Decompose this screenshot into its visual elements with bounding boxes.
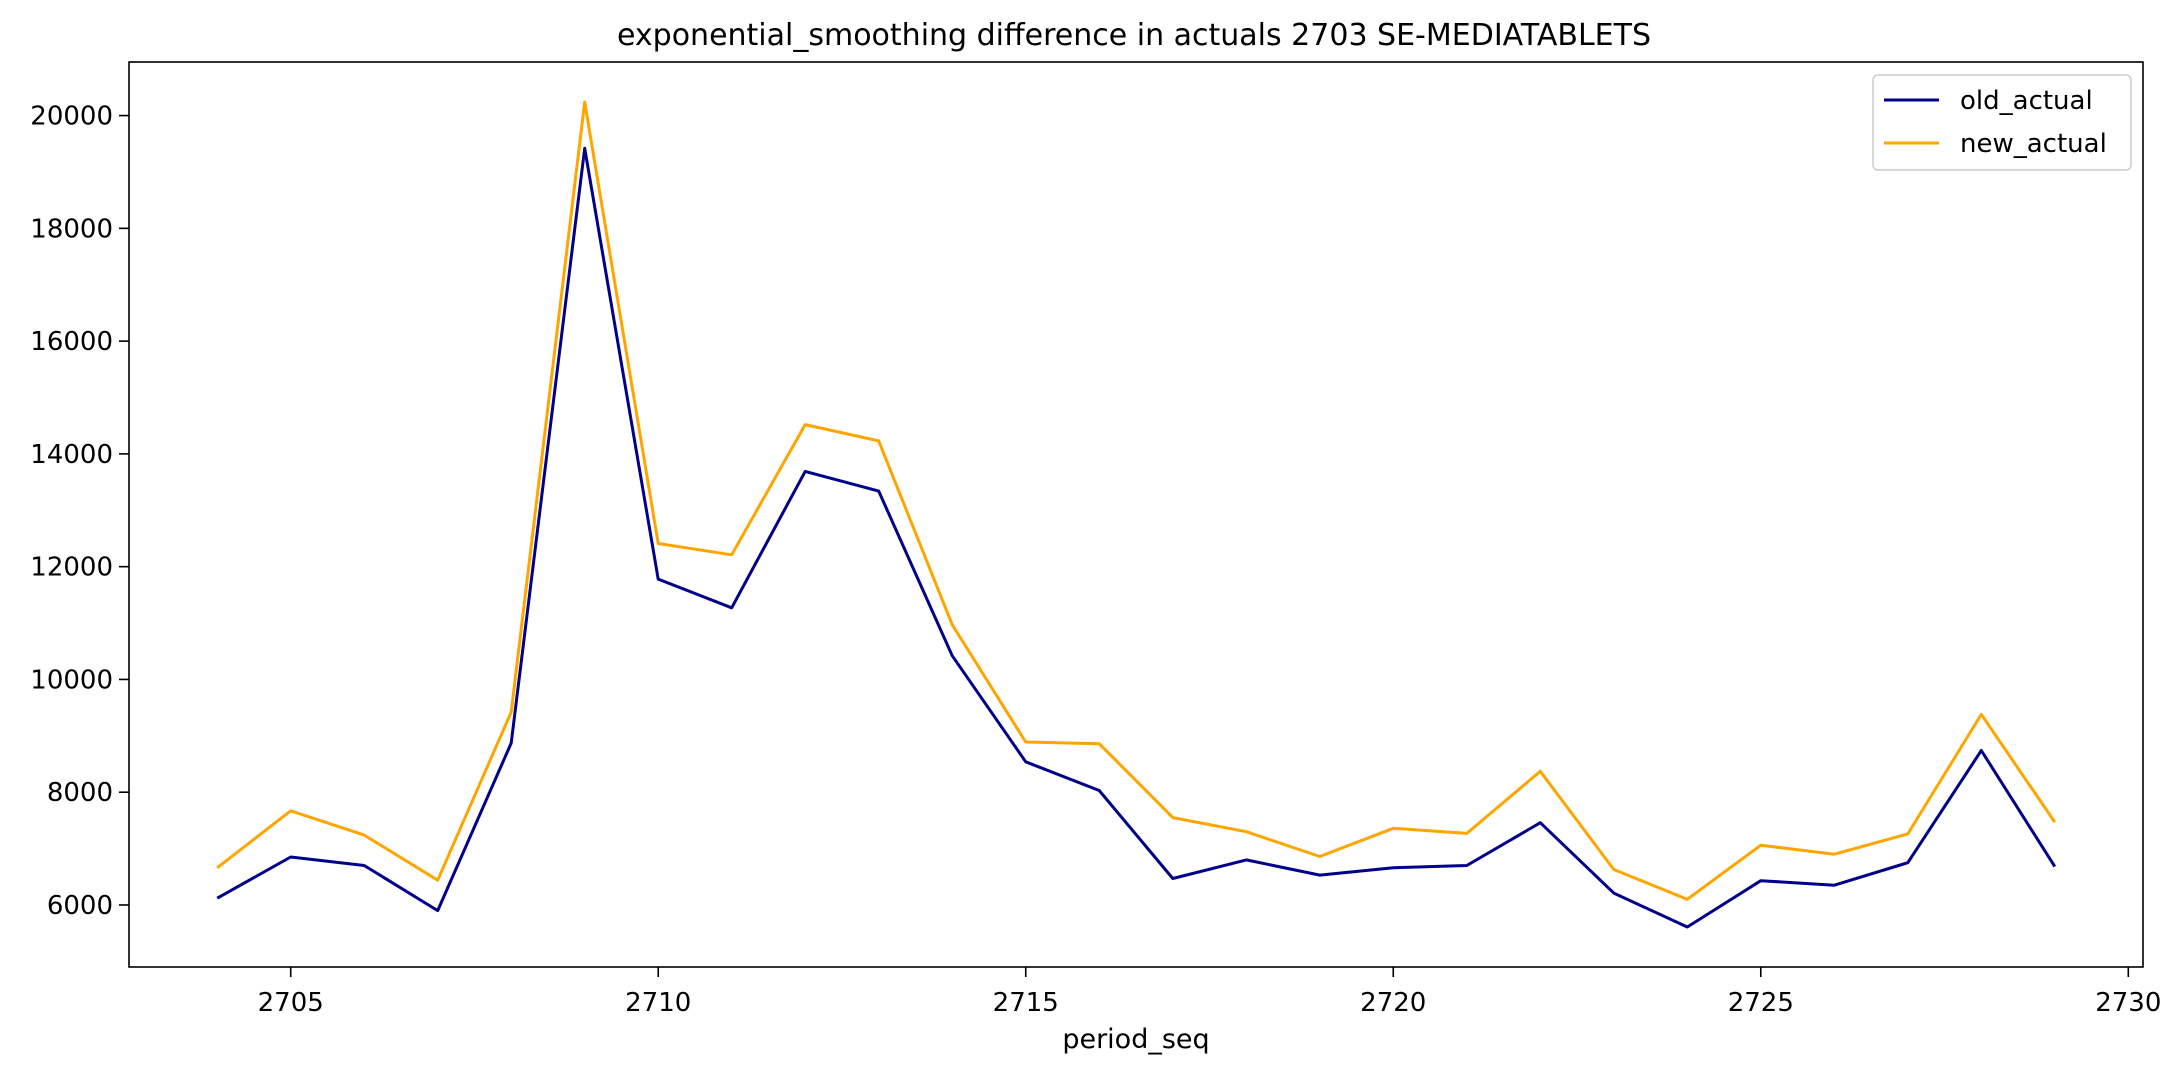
legend-label-new-actual: new_actual [1960,129,2107,159]
y-tick-label-12000: 12000 [30,553,113,583]
chart-title: exponential_smoothing difference in actu… [617,18,1651,53]
y-tick-label-14000: 14000 [30,440,113,470]
x-tick-label-2705: 2705 [258,988,324,1018]
legend: old_actual new_actual [1872,74,2132,171]
plot-area-frame [128,61,2144,968]
y-tick-label-18000: 18000 [30,214,113,244]
legend-label-old-actual: old_actual [1960,86,2093,116]
x-axis-title: period_seq [1062,1024,1209,1055]
x-tick-label-2720: 2720 [1360,988,1426,1018]
y-tick-label-20000: 20000 [30,102,113,132]
x-tick-label-2715: 2715 [993,988,1059,1018]
series-line-new-actual [216,100,2057,901]
x-axis: 2705 2710 2715 2720 2725 2730 [258,967,2161,1018]
x-tick-label-2710: 2710 [625,988,691,1018]
y-axis: 6000 8000 10000 12000 14000 16000 18000 20000 [30,102,129,921]
series-line-old-actual [216,146,2057,929]
y-tick-label-6000: 6000 [47,891,113,921]
y-tick-label-16000: 16000 [30,327,113,357]
series-lines [216,100,2057,929]
y-tick-label-8000: 8000 [47,778,113,808]
x-tick-label-2730: 2730 [2095,988,2161,1018]
y-tick-label-10000: 10000 [30,665,113,695]
x-tick-label-2725: 2725 [1728,988,1794,1018]
